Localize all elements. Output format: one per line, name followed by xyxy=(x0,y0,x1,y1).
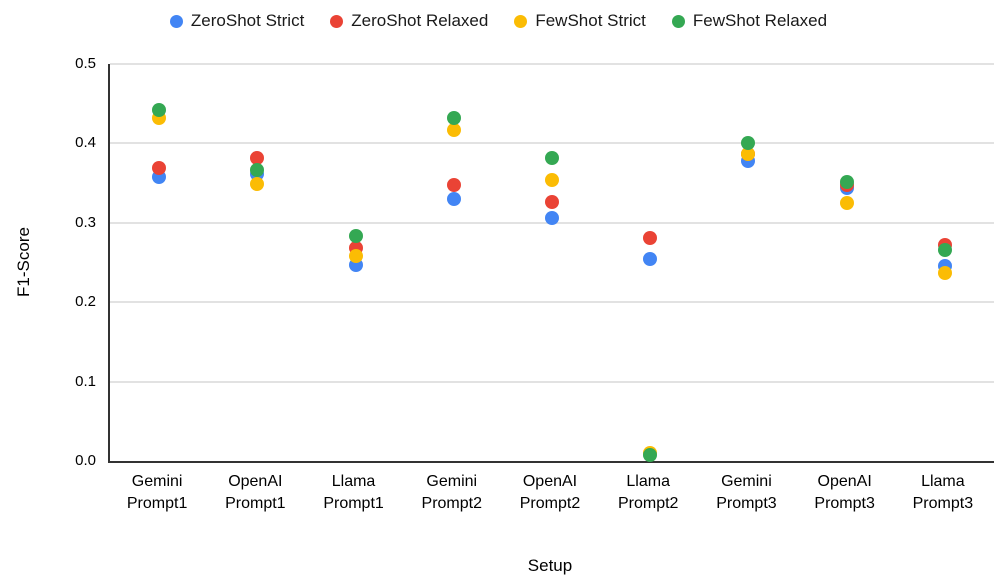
data-point[interactable] xyxy=(937,265,952,280)
data-point[interactable] xyxy=(839,195,854,210)
data-point[interactable] xyxy=(152,161,167,175)
data-point[interactable] xyxy=(741,135,756,150)
y-tick-label: 0.0 xyxy=(75,452,96,469)
data-point[interactable] xyxy=(545,172,559,187)
data-point[interactable] xyxy=(937,242,952,257)
plot-area xyxy=(108,63,994,463)
data-point[interactable] xyxy=(348,228,363,243)
x-category-line2: Prompt2 xyxy=(617,495,679,512)
x-category-label: OpenAI Prompt3 xyxy=(796,471,894,515)
legend-item-fewshot-relaxed[interactable]: FewShot Relaxed xyxy=(671,11,828,31)
x-category-line2: Prompt1 xyxy=(225,495,286,512)
fewshot-relaxed-marker-icon xyxy=(671,14,685,28)
y-axis-ticks: 0.0 0.1 0.2 0.3 0.4 0.5 xyxy=(0,55,96,469)
data-point[interactable] xyxy=(643,448,658,463)
x-category-label: Llama Prompt3 xyxy=(894,471,992,515)
data-point[interactable] xyxy=(643,230,658,245)
data-point[interactable] xyxy=(643,251,658,266)
x-category-line1: Llama xyxy=(626,473,670,490)
x-category-line1: Gemini xyxy=(721,473,772,490)
x-category-line2: Prompt1 xyxy=(323,495,384,512)
data-point[interactable] xyxy=(446,110,461,125)
data-point[interactable] xyxy=(348,249,363,264)
gridline xyxy=(110,63,994,65)
fewshot-strict-marker-icon xyxy=(514,14,528,28)
legend-label: FewShot Strict xyxy=(535,11,646,30)
x-category-label: Llama Prompt1 xyxy=(304,471,402,515)
data-point[interactable] xyxy=(446,177,461,192)
x-category-label: OpenAI Prompt2 xyxy=(501,471,599,515)
x-category-line1: Gemini xyxy=(426,473,478,490)
x-category-label: Gemini Prompt3 xyxy=(697,471,795,515)
data-point[interactable] xyxy=(250,163,265,178)
legend-label: ZeroShot Relaxed xyxy=(351,11,489,30)
zeroshot-strict-marker-icon xyxy=(169,14,183,28)
x-category-line2: Prompt2 xyxy=(421,495,482,512)
gridline xyxy=(110,301,994,304)
x-category-label: Llama Prompt2 xyxy=(599,471,697,515)
x-category-label: OpenAI Prompt1 xyxy=(206,471,304,515)
x-category-line1: OpenAI xyxy=(522,473,578,490)
gridline xyxy=(110,380,994,383)
data-point[interactable] xyxy=(741,146,756,161)
x-category-line2: Prompt1 xyxy=(126,495,188,512)
y-tick-label: 0.1 xyxy=(75,372,96,390)
y-tick-label: 0.2 xyxy=(75,293,96,311)
data-point[interactable] xyxy=(545,211,559,226)
x-category-line2: Prompt2 xyxy=(519,495,581,512)
y-tick-label: 0.5 xyxy=(75,55,96,72)
data-point[interactable] xyxy=(446,191,461,206)
data-point[interactable] xyxy=(545,195,559,210)
legend-item-zeroshot-relaxed[interactable]: ZeroShot Relaxed xyxy=(330,11,488,31)
data-point[interactable] xyxy=(250,150,265,165)
gridline xyxy=(110,142,994,145)
x-axis-labels: Gemini Prompt1 OpenAI Prompt1 Llama Prompt1 Ge… xyxy=(108,471,992,515)
x-axis-title: Setup xyxy=(527,556,573,575)
x-category-line2: Prompt3 xyxy=(814,495,875,512)
data-point[interactable] xyxy=(545,151,559,166)
y-tick-label: 0.4 xyxy=(75,134,96,152)
x-category-line1: OpenAI xyxy=(228,473,283,490)
x-category-line1: Llama xyxy=(921,473,965,490)
data-point[interactable] xyxy=(152,103,167,118)
legend-label: FewShot Relaxed xyxy=(692,11,828,30)
x-category-line1: Llama xyxy=(331,473,376,490)
legend-item-fewshot-strict[interactable]: FewShot Strict xyxy=(514,11,646,31)
data-point[interactable] xyxy=(250,176,265,191)
y-tick-label: 0.3 xyxy=(75,213,96,231)
zeroshot-relaxed-marker-icon xyxy=(330,14,344,28)
x-category-line2: Prompt3 xyxy=(912,495,974,512)
legend-label: ZeroShot Strict xyxy=(190,11,305,30)
chart-legend: ZeroShot Strict ZeroShot Relaxed FewShot… xyxy=(0,6,997,36)
x-category-label: Gemini Prompt1 xyxy=(108,471,206,515)
legend-item-zeroshot-strict[interactable]: ZeroShot Strict xyxy=(169,11,305,31)
data-point[interactable] xyxy=(839,175,854,190)
x-category-line2: Prompt3 xyxy=(716,495,777,512)
x-category-label: Gemini Prompt2 xyxy=(403,471,501,515)
data-point[interactable] xyxy=(446,122,461,137)
x-category-line1: Gemini xyxy=(131,473,183,490)
x-category-line1: OpenAI xyxy=(817,473,872,490)
